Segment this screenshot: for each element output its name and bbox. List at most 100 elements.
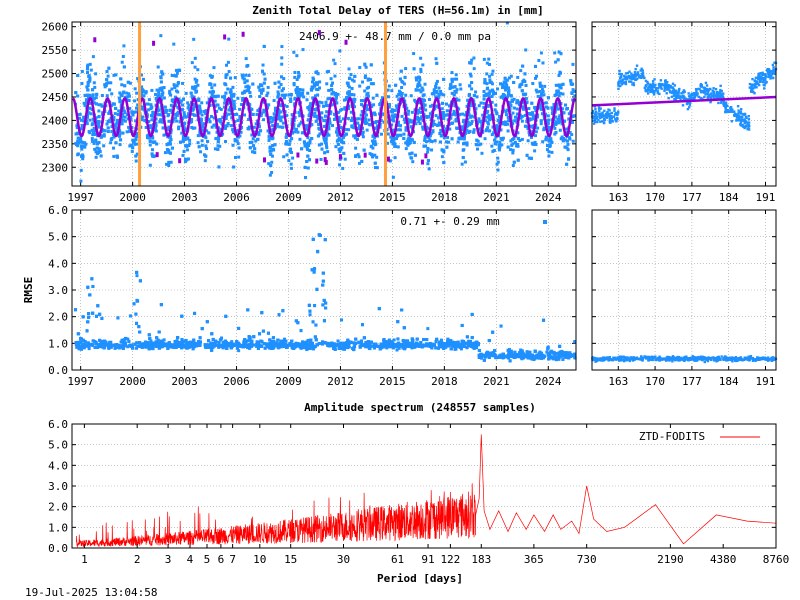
ztd-observation-point [316,93,320,97]
ztd-recent-observation-point [762,80,765,84]
ztd-observation-point [275,124,279,128]
ztd-observation-point [131,146,135,150]
ztd-observation-point [538,81,542,85]
ztd-observation-point [167,142,171,146]
ztd-observation-point [523,124,527,128]
ztd-observation-point [95,146,99,150]
ztd-observation-point [445,109,449,113]
ztd-observation-point [400,79,404,83]
ztd-observation-point [212,66,216,70]
ztd-recent-observation-point [668,89,671,92]
ztd-recent-observation-point [608,109,611,112]
ztd-observation-point [238,117,242,121]
ztd-observation-point [310,80,314,84]
ztd-observation-point [335,130,339,134]
ztd-observation-point [251,112,255,116]
ztd-observation-point [76,139,80,143]
ztd-observation-point [389,118,393,122]
ztd-recent-observation-point [636,71,640,74]
ztd-observation-point [282,87,286,91]
ztd-recent-observation-point [692,97,696,101]
ztd-observation-point [107,111,111,115]
ztd-recent-observation-point [644,85,648,88]
ztd-observation-point [404,141,408,145]
ztd-observation-point [176,111,180,115]
ztd-observation-point [503,93,507,97]
ztd-recent-observation-point [620,83,623,86]
ztd-recent-observation-point [675,96,678,100]
ztd-observation-point [372,103,376,107]
ztd-observation-point [518,85,522,89]
ztd-recent-observation-point [689,93,692,97]
ztd-observation-point [360,103,364,107]
ztd-recent-observation-point [755,80,759,83]
ztd-observation-point [405,106,409,110]
ztd-observation-point [428,104,432,108]
ztd-observation-point [229,96,233,100]
ztd-recent-observation-point [746,127,749,131]
ztd-observation-point [329,110,333,114]
ztd-observation-point [468,129,472,133]
ztd-observation-point [87,74,91,78]
ztd-observation-point [76,94,80,98]
ztd-observation-point [82,115,86,119]
ztd-observation-point [147,136,151,140]
ztd-observation-point [556,117,560,121]
ztd-observation-point [370,153,374,157]
ztd-recent-observation-point [598,115,602,119]
ztd-observation-point [334,91,338,95]
ztd-observation-point [519,115,523,119]
ztd-recent-observation-point [655,87,658,90]
ztd-observation-point [525,120,529,124]
ztd-observation-point [429,132,433,136]
ztd-observation-point [231,143,235,147]
ztd-observation-point [216,94,220,98]
ztd-observation-point [367,107,371,111]
ztd-observation-point [438,132,442,136]
ztd-observation-point [132,140,136,144]
ztd-observation-point [531,113,535,117]
ztd-observation-point [405,140,409,144]
ztd-observation-point [123,119,127,123]
ztd-observation-point [105,78,109,82]
ztd-observation-point [294,91,298,95]
ztd-observation-point [276,117,280,121]
ztd-observation-point [251,137,255,141]
ztd-recent-observation-point [757,83,761,87]
ztd-observation-point [219,107,223,111]
ztd-observation-point [154,121,158,125]
ztd-observation-point [491,69,495,73]
ztd-observation-point [233,107,237,111]
ztd-observation-point [236,142,240,146]
ztd-observation-point [354,146,358,150]
ztd-observation-point [352,134,356,138]
ztd-observation-point [513,140,517,144]
ztd-observation-point [269,149,273,153]
ztd-observation-point [428,138,432,142]
ztd-observation-point [150,118,154,122]
ztd-observation-point [106,74,110,78]
ztd-observation-point [482,57,486,61]
ztd-observation-point [419,110,423,114]
ztd-observation-point [404,93,408,97]
ztd-observation-point [513,119,517,123]
ztd-observation-point [518,139,522,143]
spectrum-legend-label: ZTD-FODITS [639,430,705,443]
ztd-observation-point [213,99,217,103]
ztd-observation-point [561,82,565,86]
ztd-observation-point [465,141,469,145]
ztd-observation-point [289,166,293,170]
ztd-observation-point [293,97,297,101]
ztd-recent-observation-point [672,88,676,91]
ztd-observation-point [92,132,96,136]
ztd-observation-point [359,113,363,117]
ztd-recent-observation-point [753,86,757,89]
ztd-observation-point [284,135,288,139]
ztd-observation-point [414,76,418,80]
ztd-observation-point [280,75,284,79]
ztd-observation-point [338,163,342,167]
ztd-recent-observation-point [628,70,631,73]
ztd-observation-point [124,95,128,99]
ztd-observation-point [168,108,172,112]
ztd-recent-observation-point [608,120,612,124]
